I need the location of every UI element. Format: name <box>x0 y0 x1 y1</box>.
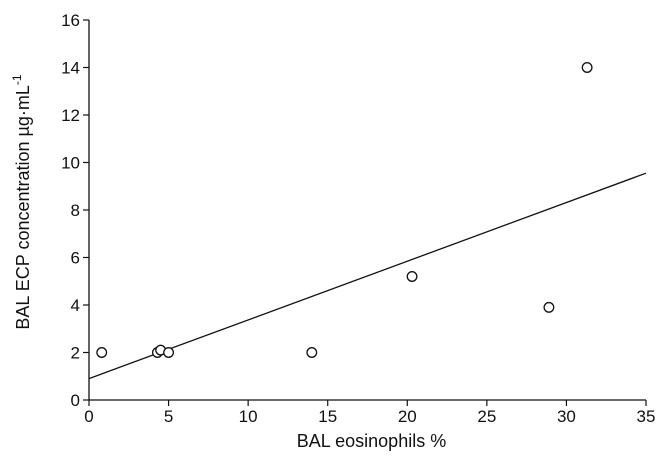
data-point <box>96 347 108 358</box>
axis-ticks: 0 5 10 15 20 25 30 35 0 2 4 6 8 10 12 14 16 <box>61 11 655 426</box>
y-tick-label-4: 4 <box>71 296 80 315</box>
data-point <box>543 301 555 313</box>
trendline <box>88 172 647 380</box>
y-axis-title-main: BAL ECP concentration µg·mL <box>13 85 33 330</box>
trendline-group <box>88 172 647 380</box>
data-point <box>406 271 418 282</box>
y-tick-label-6: 6 <box>71 249 80 268</box>
y-tick-label-2: 2 <box>71 344 80 363</box>
axes <box>88 20 646 401</box>
x-tick-label-0: 0 <box>84 407 93 426</box>
x-axis-title: BAL eosinophils % <box>297 431 446 451</box>
y-tick-label-14: 14 <box>61 59 80 78</box>
x-tick-label-25: 25 <box>477 407 496 426</box>
x-tick-label-20: 20 <box>398 407 417 426</box>
y-axis-title: BAL ECP concentration µg·mL-1 <box>10 74 33 329</box>
y-tick-label-16: 16 <box>61 11 80 30</box>
y-axis-title-superscript: -1 <box>10 74 24 85</box>
x-tick-label-35: 35 <box>637 407 656 426</box>
y-tick-label-10: 10 <box>61 154 80 173</box>
y-tick-label-0: 0 <box>71 391 80 410</box>
x-tick-label-10: 10 <box>239 407 258 426</box>
data-point <box>581 62 593 73</box>
data-points <box>96 62 593 358</box>
y-tick-label-8: 8 <box>71 201 80 220</box>
x-tick-label-15: 15 <box>318 407 337 426</box>
data-point <box>306 347 318 358</box>
y-tick-label-12: 12 <box>61 106 80 125</box>
data-point <box>163 347 175 358</box>
x-tick-label-5: 5 <box>164 407 173 426</box>
x-tick-label-30: 30 <box>557 407 576 426</box>
